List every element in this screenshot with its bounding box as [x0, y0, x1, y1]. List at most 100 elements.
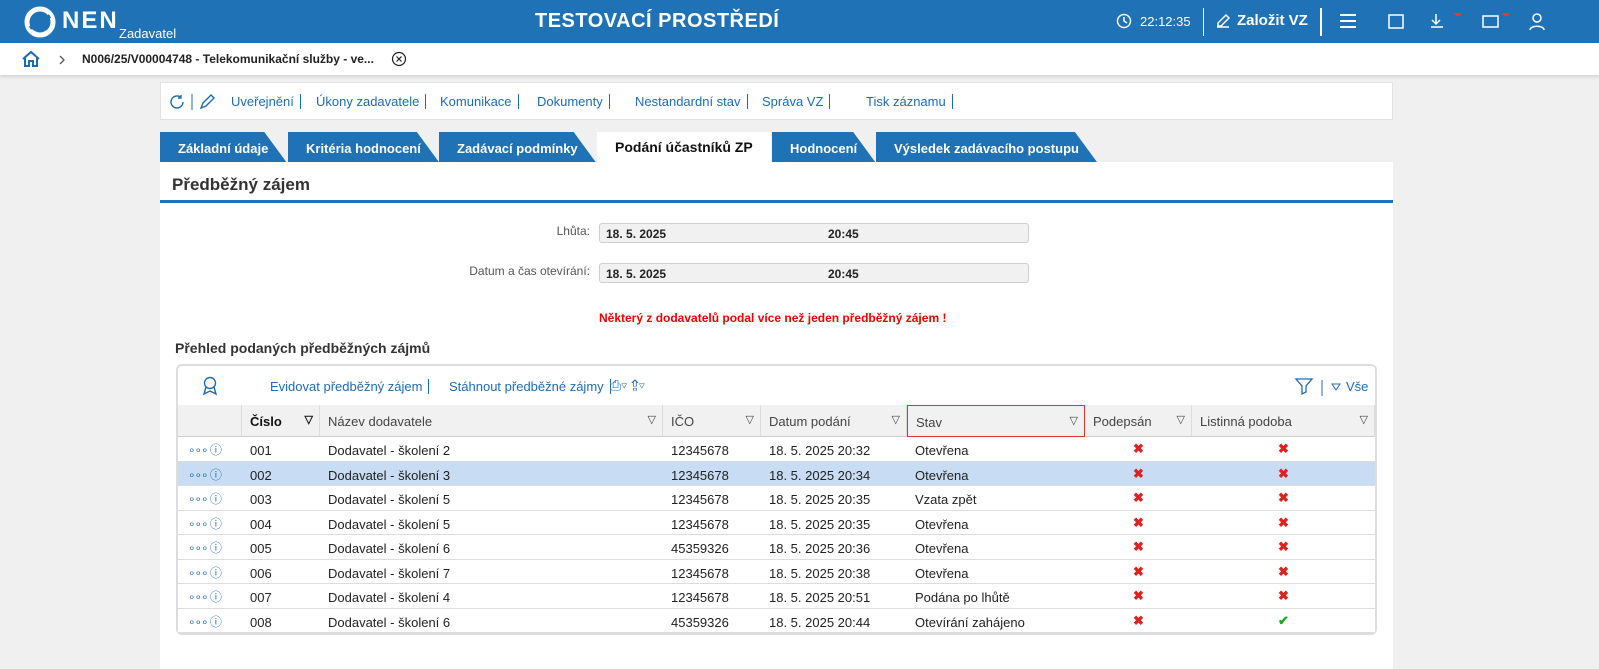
flag-paper: ✖: [1278, 514, 1289, 530]
toolbar-item[interactable]: Komunikace: [440, 94, 519, 109]
row-actions[interactable]: ∘∘∘ ⓘ: [188, 516, 222, 531]
cell: Dodavatel - školení 4: [328, 590, 451, 605]
sort-icon[interactable]: ▽: [891, 414, 900, 426]
cell: 18. 5. 2025 20:51: [769, 590, 871, 605]
column-label: Stav: [916, 415, 943, 430]
column-label: Název dodavatele: [328, 414, 433, 429]
flag-paper: ✖: [1278, 539, 1289, 554]
environment-title: TESTOVACÍ PROSTŘEDÍ: [535, 10, 780, 32]
date-input[interactable]: 18. 5. 2025 20:45: [599, 263, 1029, 283]
toolbar-item[interactable]: Správa VZ: [762, 94, 831, 109]
column-label: Číslo: [250, 414, 282, 429]
flag-signed: ✖: [1133, 539, 1144, 554]
cell: 007: [250, 590, 272, 605]
column-header[interactable]: Datum podání ▽: [761, 405, 907, 437]
row-actions[interactable]: ∘∘∘ ⓘ: [188, 614, 222, 629]
tab[interactable]: Výsledek zadávacího postupu: [876, 132, 1097, 162]
sort-icon[interactable]: ▽: [1069, 415, 1078, 427]
cell: 006: [250, 565, 272, 581]
column-header[interactable]: Číslo ▽: [242, 405, 320, 437]
cell: Dodavatel - školení 5: [328, 492, 451, 507]
tab[interactable]: Zadávací podmínky: [439, 132, 596, 162]
time: 22:12:35: [1140, 14, 1191, 29]
cell: Otevřena: [915, 516, 969, 532]
settings-header[interactable]: [178, 405, 242, 437]
row[interactable]: [178, 559, 1375, 584]
cell: Otevřena: [915, 443, 969, 458]
cell: 12345678: [671, 467, 729, 483]
cell: Dodavatel - školení 6: [328, 614, 451, 630]
column-header[interactable]: Listinná podoba ▽: [1192, 405, 1375, 437]
date-input[interactable]: 18. 5. 2025 20:45: [599, 223, 1029, 243]
column-label: Podepsán: [1093, 414, 1152, 429]
sort-icon[interactable]: ▽: [304, 414, 313, 426]
cell: Otevřena: [915, 565, 969, 581]
sort-icon[interactable]: ▽: [745, 414, 754, 426]
column-header[interactable]: Podepsán ▽: [1085, 405, 1192, 437]
close-icon[interactable]: [391, 51, 407, 67]
row-actions[interactable]: ∘∘∘ ⓘ: [188, 590, 222, 604]
warning: Některý z dodavatelů podal více než jede…: [599, 311, 947, 325]
flag-signed: ✖: [1133, 514, 1144, 530]
flag-signed: ✖: [1133, 490, 1144, 505]
cell: 008: [250, 614, 272, 630]
award-icon[interactable]: [200, 376, 240, 396]
row-actions[interactable]: ∘∘∘ ⓘ: [188, 443, 222, 457]
row[interactable]: [178, 510, 1375, 535]
cell: 005: [250, 541, 272, 556]
row[interactable]: [178, 535, 1375, 560]
logo-icon: [24, 6, 56, 38]
tab[interactable]: Hodnocení: [772, 132, 875, 162]
column-header[interactable]: Název dodavatele ▽: [320, 405, 663, 437]
tab[interactable]: Základní údaje: [160, 132, 286, 162]
row-actions[interactable]: ∘∘∘ ⓘ: [188, 467, 222, 482]
row[interactable]: [178, 608, 1375, 633]
row[interactable]: [178, 461, 1375, 486]
cell: 12345678: [671, 590, 729, 605]
row-actions[interactable]: ∘∘∘ ⓘ: [188, 565, 222, 580]
create-button[interactable]: Založit VZ: [1237, 12, 1308, 29]
cell: 18. 5. 2025 20:44: [769, 614, 871, 630]
sort-icon[interactable]: ▽: [1176, 414, 1185, 426]
section-title: Předběžný zájem: [172, 175, 310, 194]
flag-paper: ✖: [1278, 465, 1289, 481]
toolbar-item[interactable]: Dokumenty: [537, 94, 610, 109]
row[interactable]: [178, 584, 1375, 609]
row-actions[interactable]: ∘∘∘ ⓘ: [188, 541, 222, 555]
flag-paper: ✖: [1278, 588, 1289, 603]
toolbar-icons[interactable]: [169, 93, 219, 111]
toolbar-item[interactable]: Tisk záznamu: [866, 94, 953, 109]
row-actions[interactable]: ∘∘∘ ⓘ: [188, 492, 222, 506]
toolbar-item[interactable]: Uveřejnění: [231, 94, 301, 109]
row[interactable]: [178, 437, 1375, 462]
table-action[interactable]: Evidovat předběžný zájem: [270, 379, 430, 394]
cell: 004: [250, 516, 272, 532]
role: Zadavatel: [119, 26, 177, 41]
print-export[interactable]: ⎙▿ ⇪▿: [610, 377, 645, 393]
sort-icon[interactable]: ▽: [1359, 414, 1368, 426]
cell: Vzata zpět: [915, 492, 977, 507]
flag-paper: ✖: [1278, 441, 1289, 456]
header-icons[interactable]: [1339, 13, 1589, 33]
tab[interactable]: Kritéria hodnocení: [288, 132, 439, 162]
sort-icon[interactable]: ▽: [647, 414, 656, 426]
logo[interactable]: NEN: [62, 7, 119, 34]
cell: Otevřena: [915, 467, 969, 483]
filter-icons[interactable]: [1294, 376, 1374, 396]
table-title: Přehled podaných předběžných zájmů: [175, 340, 431, 356]
toolbar: Uveřejnění Úkony zadavatele Komunikace Doku…: [160, 82, 1393, 120]
breadcrumb-item[interactable]: N006/25/V00004748 - Telekomunikační služ…: [82, 52, 374, 66]
table-action[interactable]: Stáhnout předběžné zájmy: [449, 379, 611, 394]
toolbar-item[interactable]: Nestandardní stav: [635, 94, 748, 109]
column-header[interactable]: Stav ▽: [907, 405, 1085, 437]
filter-label[interactable]: Vše: [1346, 379, 1369, 394]
column-label: IČO: [671, 414, 695, 429]
toolbar-item[interactable]: Úkony zadavatele: [316, 94, 427, 109]
tab[interactable]: Podání účastníků ZP: [597, 132, 771, 162]
cell: 18. 5. 2025 20:35: [769, 492, 871, 507]
cell: 002: [250, 467, 272, 483]
row[interactable]: [178, 486, 1375, 511]
home-icon[interactable]: [22, 50, 82, 68]
column-header[interactable]: IČO ▽: [663, 405, 761, 437]
